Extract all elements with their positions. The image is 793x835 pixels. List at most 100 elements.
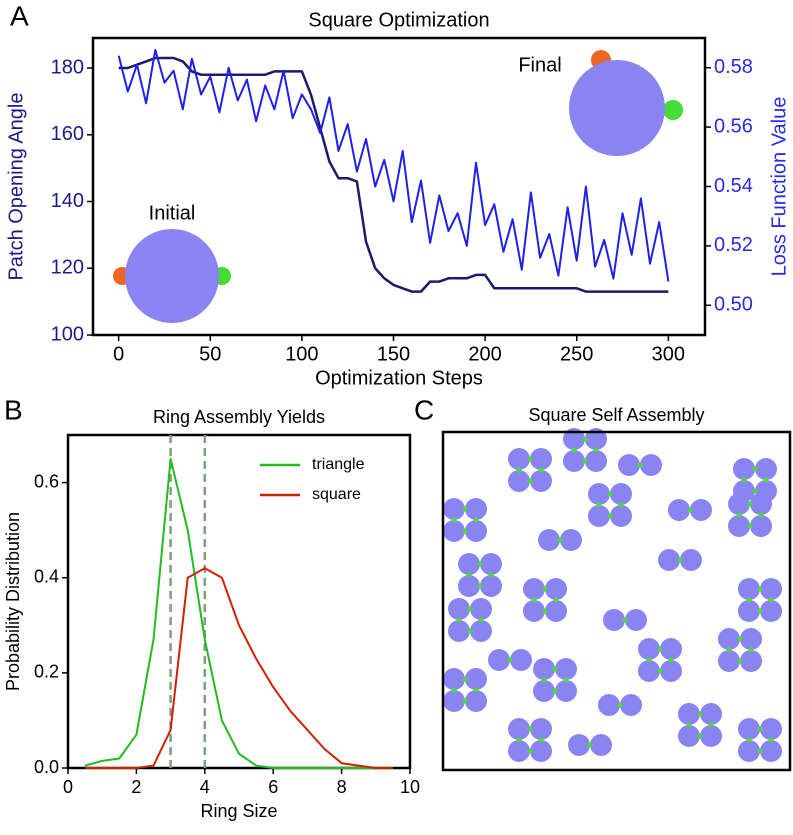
patch (527, 478, 533, 484)
particle (443, 690, 465, 712)
patch (763, 477, 769, 483)
particle (585, 428, 607, 450)
particle (523, 578, 545, 600)
particle (538, 529, 560, 551)
patch (552, 666, 558, 672)
patch (541, 677, 547, 683)
y2-tick-label: 0.50 (714, 294, 753, 316)
particle (610, 483, 632, 505)
panel-label: A (10, 0, 29, 31)
particle (568, 734, 590, 756)
patch (462, 528, 468, 534)
particle (678, 725, 700, 747)
particle (718, 650, 740, 672)
patch (507, 657, 513, 663)
particle (563, 428, 585, 450)
y2-tick-label: 0.54 (714, 175, 753, 197)
particle (678, 703, 700, 725)
particle (488, 649, 510, 671)
x-tick-label: 100 (285, 343, 318, 365)
patch (757, 608, 763, 614)
patch (462, 676, 468, 682)
patch (477, 583, 483, 589)
particle (458, 575, 480, 597)
particle (533, 680, 555, 702)
series-line (84, 457, 393, 769)
particle (560, 529, 582, 551)
particle (530, 740, 552, 762)
particle (443, 498, 465, 520)
patch (746, 737, 752, 743)
patch (607, 491, 613, 497)
scene-frame (441, 430, 792, 772)
particle (618, 454, 640, 476)
particle (545, 578, 567, 600)
particle (638, 660, 660, 682)
particle (728, 493, 750, 515)
panel-label: C (414, 394, 434, 425)
particle (750, 515, 772, 537)
x-tick-label: 0 (63, 777, 73, 797)
patch (467, 628, 473, 634)
x-tick-label: 250 (560, 343, 593, 365)
particle (760, 718, 782, 740)
patch (527, 726, 533, 732)
patch (553, 597, 559, 603)
particle (738, 718, 760, 740)
patch (737, 658, 743, 664)
particle (545, 600, 567, 622)
particle (530, 718, 552, 740)
particle (660, 638, 682, 660)
x-tick-label: 8 (337, 777, 347, 797)
patch (527, 456, 533, 462)
particle (610, 505, 632, 527)
patch (527, 748, 533, 754)
particle (465, 668, 487, 690)
annotation: Final (518, 54, 561, 76)
particle (470, 620, 492, 642)
patch (593, 447, 599, 453)
x-tick-label: 2 (131, 777, 141, 797)
patch (617, 702, 623, 708)
particle (458, 553, 480, 575)
x-tick-label: 150 (377, 343, 410, 365)
x-tick-label: 4 (200, 777, 210, 797)
particle (660, 660, 682, 682)
patch (697, 711, 703, 717)
x-tick-label: 0 (113, 343, 124, 365)
particle (738, 600, 760, 622)
particle (728, 515, 750, 537)
y-tick-label: 180 (51, 56, 84, 78)
particle (465, 520, 487, 542)
patch (473, 687, 479, 693)
patch (456, 617, 462, 623)
particle (668, 499, 690, 521)
patch (736, 512, 742, 518)
y-axis-label: Patch Opening Angle (5, 93, 27, 281)
y2-tick-label: 0.52 (714, 234, 753, 256)
patch (657, 668, 663, 674)
y-tick-label: 0.4 (34, 566, 59, 586)
chart-title: Square Optimization (308, 9, 489, 31)
patch (477, 561, 483, 567)
particle (740, 650, 762, 672)
icons (113, 50, 683, 323)
particle (465, 498, 487, 520)
particle (640, 454, 662, 476)
x-tick-label: 300 (652, 343, 685, 365)
particle (523, 600, 545, 622)
particle (555, 658, 577, 680)
particle (508, 448, 530, 470)
y-tick-label: 0.2 (34, 662, 59, 682)
particle (563, 450, 585, 472)
patch (622, 617, 628, 623)
series-line (118, 56, 669, 293)
patch (657, 646, 663, 652)
particle (533, 658, 555, 680)
particle (760, 578, 782, 600)
patch (618, 502, 624, 508)
particle (733, 458, 755, 480)
series-line (117, 48, 670, 282)
particle (465, 690, 487, 712)
patch (552, 688, 558, 694)
